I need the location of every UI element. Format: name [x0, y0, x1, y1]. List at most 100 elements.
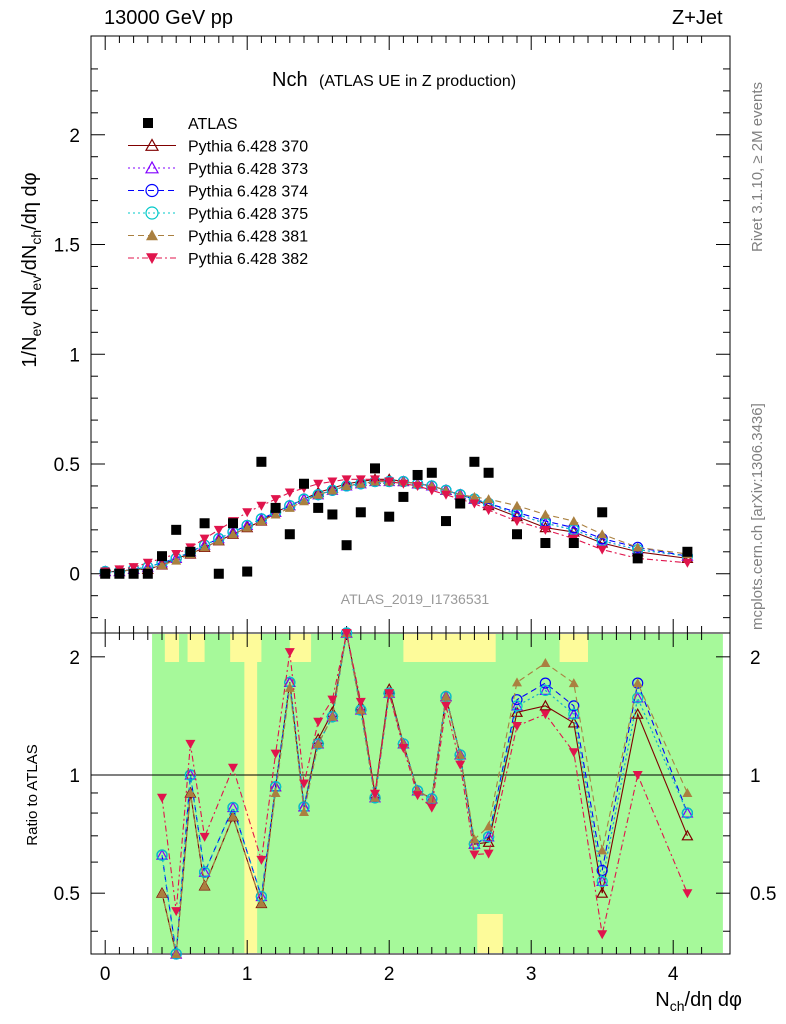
mc-marker: [256, 516, 267, 526]
ratio-band-yellow: [481, 634, 496, 662]
ratio-band-yellow: [164, 634, 180, 662]
rivet-version-label: Rivet 3.1.10, ≥ 2M events: [749, 82, 766, 252]
y-tick-label: 0: [69, 565, 80, 586]
mc-marker: [185, 787, 196, 797]
data-point: [128, 568, 139, 579]
mc-marker: [568, 700, 580, 712]
mc-marker: [632, 692, 644, 704]
data-point: [441, 516, 451, 527]
process-label: Z+Jet: [672, 7, 723, 29]
mc-marker: [468, 837, 481, 849]
data-point: [469, 456, 480, 467]
mc-marker: [327, 695, 338, 705]
data-point: [242, 566, 253, 577]
mc-marker: [228, 811, 238, 821]
mc-marker: [540, 710, 551, 720]
mc-marker: [313, 489, 324, 499]
ratio-uncertainty-bands: [152, 634, 723, 953]
mc-marker: [483, 494, 494, 504]
y-tick-label-right: 0.5: [750, 884, 776, 905]
mc-marker: [384, 689, 395, 699]
mc-marker: [171, 549, 182, 559]
mc-marker: [483, 831, 495, 843]
mc-marker: [256, 501, 267, 511]
data-point: [426, 467, 437, 478]
data-point: [455, 498, 466, 509]
mc-marker: [540, 509, 551, 519]
mc-marker: [270, 749, 281, 759]
mc-marker: [682, 787, 693, 797]
mc-marker: [313, 738, 324, 748]
ratio-line: [161, 632, 688, 955]
data-point: [512, 529, 522, 540]
mc-marker: [242, 522, 253, 532]
x-tick-label: 4: [668, 964, 679, 985]
mc-marker: [511, 694, 523, 706]
mc-marker: [341, 475, 352, 485]
mc-marker: [384, 477, 395, 487]
mc-marker: [228, 763, 238, 773]
legend-label: ATLAS: [188, 116, 238, 133]
legend-label: Pythia 6.428 374: [188, 184, 308, 201]
mc-marker: [157, 559, 167, 569]
mc-marker: [483, 821, 494, 831]
mc-marker: [469, 499, 480, 509]
mc-marker: [213, 535, 224, 545]
legend-label: Pythia 6.428 370: [188, 139, 308, 156]
mc-marker: [482, 830, 495, 842]
mc-marker: [157, 888, 167, 898]
mc-marker: [512, 677, 522, 687]
mc-marker: [270, 787, 281, 797]
mc-marker: [632, 678, 643, 688]
mc-marker: [483, 849, 494, 859]
mc-marker: [632, 771, 643, 781]
mc-marker: [441, 490, 451, 500]
data-point: [114, 568, 125, 579]
mc-marker: [469, 491, 480, 501]
mc-marker: [597, 529, 608, 539]
y-tick-label: 0.5: [54, 455, 80, 476]
data-point: [370, 463, 380, 474]
data-point: [270, 502, 281, 513]
ratio-band-yellow: [403, 634, 482, 662]
legend-label: Pythia 6.428 373: [188, 161, 308, 178]
data-point: [199, 518, 210, 529]
mc-marker: [412, 481, 423, 491]
mc-curves: [99, 473, 694, 578]
mc-marker: [142, 558, 153, 568]
axis-tick-labels: 0 1 2 3 4 0 0.5 1 1.5 2 0.5 0.5 1 1 2 2: [54, 126, 777, 985]
data-point: [299, 478, 309, 489]
mc-line: [105, 481, 688, 573]
energy-label: 13000 GeV pp: [104, 7, 233, 29]
mc-marker: [510, 699, 524, 711]
mc-marker: [681, 807, 694, 819]
mc-marker: [483, 506, 494, 516]
mc-marker: [512, 500, 522, 510]
x-axis-label: Nch/dη dφ: [655, 989, 742, 1014]
mc-marker: [199, 832, 210, 842]
y-tick-label: 2: [69, 126, 80, 147]
mc-marker: [270, 509, 281, 519]
mc-marker: [242, 508, 253, 518]
mc-marker: [171, 907, 182, 917]
mc-marker: [144, 138, 160, 151]
mc-marker: [567, 707, 580, 719]
mc-marker: [228, 529, 238, 539]
mc-marker: [596, 864, 608, 877]
y-axis-label-bottom: Ratio to ATLAS: [24, 744, 41, 845]
mc-marker: [539, 684, 552, 696]
mc-marker: [213, 525, 224, 535]
y-tick-label-right: 2: [750, 648, 761, 669]
y-tick-label: 1: [69, 766, 80, 787]
legend-label: Pythia 6.428 375: [188, 206, 308, 223]
mc-marker: [441, 701, 451, 711]
mc-marker: [128, 563, 139, 573]
mc-marker: [355, 697, 366, 707]
mc-marker: [539, 699, 552, 711]
mc-marker: [145, 206, 159, 220]
mc-marker: [299, 779, 309, 789]
mc-marker: [144, 160, 160, 174]
y-tick-label: 1: [69, 345, 80, 366]
mc-marker: [327, 711, 338, 721]
mc-marker: [597, 845, 608, 855]
